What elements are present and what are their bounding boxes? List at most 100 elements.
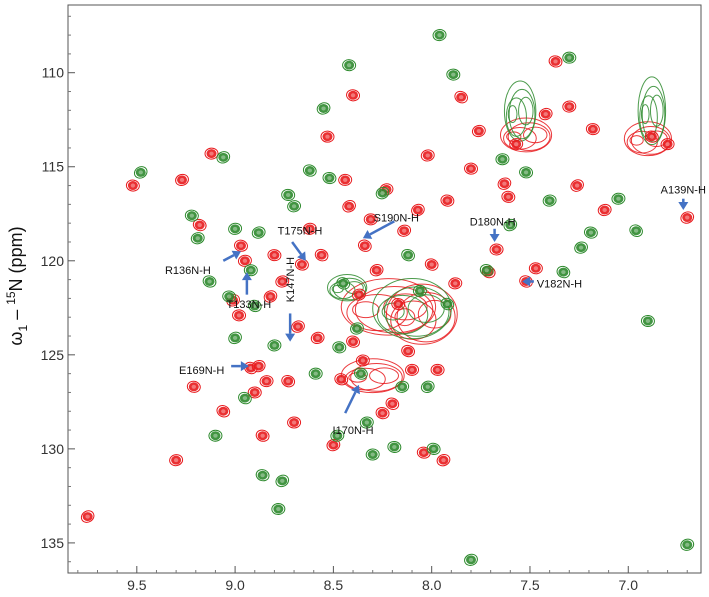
peak-contour — [519, 166, 534, 179]
peak-highlight — [399, 384, 405, 389]
peak-core — [230, 333, 241, 343]
peak-core — [239, 393, 250, 403]
peak-contour — [359, 416, 374, 429]
y-axis-label: ω1 – 15N (ppm) — [4, 226, 30, 345]
peak-point — [585, 123, 600, 136]
peak-highlight — [567, 104, 572, 109]
peak-contour — [133, 166, 148, 179]
peak-highlight — [360, 358, 366, 363]
arrow-shaft — [222, 254, 235, 262]
peak-highlight — [405, 349, 411, 354]
peak-contour — [247, 299, 262, 313]
contour-region — [503, 80, 537, 142]
peak-point — [346, 89, 361, 102]
axis-layer: 9.5 9.0 8.5 8.0 7.5 7.0 110 115 120 125 130 135 — [41, 15, 688, 593]
peak-highlight — [649, 134, 655, 139]
peak-contour — [263, 290, 278, 303]
peak-point — [375, 186, 390, 200]
peak-highlight — [396, 302, 401, 307]
peak-point — [365, 448, 380, 461]
peak-core — [576, 243, 587, 253]
peak-point — [420, 149, 435, 162]
peak-highlight — [299, 262, 305, 267]
peak-highlight — [331, 443, 336, 448]
peak-point — [259, 375, 274, 388]
peak-core — [407, 365, 418, 375]
peak-contour — [420, 149, 435, 162]
peak-point — [411, 203, 425, 217]
peak-contour — [314, 248, 329, 262]
peak-point — [228, 331, 242, 345]
peak-contour — [259, 375, 274, 388]
annotation-arrow — [489, 228, 500, 242]
peak-highlight — [458, 95, 464, 100]
peak-core — [257, 470, 268, 480]
peak-point — [287, 200, 302, 213]
peak-point — [228, 222, 243, 235]
peak-contour — [585, 123, 600, 136]
peak-core — [316, 250, 327, 260]
peak-highlight — [405, 253, 411, 258]
peak-contour — [190, 232, 205, 245]
peak-point — [440, 194, 455, 207]
contour-ring — [640, 104, 650, 125]
peak-core — [253, 361, 264, 371]
peak-contour — [204, 147, 219, 160]
peak-contour — [420, 380, 435, 393]
peak-point — [338, 173, 353, 186]
peak-point — [133, 166, 148, 179]
annotation-label: S190N-H — [374, 213, 419, 225]
peak-highlight — [272, 253, 277, 258]
peak-core — [367, 450, 378, 460]
peak-highlight — [429, 262, 434, 267]
peak-point — [436, 454, 451, 467]
peak-point — [391, 298, 406, 311]
contour-ring — [507, 105, 518, 124]
annotation-label-rotated: K147N-H — [285, 257, 297, 302]
peak-core — [530, 263, 541, 273]
peak-highlight — [602, 208, 607, 213]
peak-contour — [503, 218, 518, 232]
contour-ring — [637, 76, 667, 146]
peak-highlight — [445, 302, 450, 307]
peak-contour — [320, 130, 335, 143]
peak-contour — [440, 194, 455, 207]
peak-contour — [251, 359, 266, 373]
peak-contour — [644, 130, 659, 143]
peak-highlight — [364, 420, 370, 425]
peak-contour — [426, 442, 441, 455]
peak-highlight — [238, 243, 244, 248]
peak-core — [82, 512, 93, 522]
peak-point — [308, 367, 323, 380]
peak-contour — [251, 226, 266, 239]
peak-highlight — [325, 134, 330, 139]
peak-contour — [401, 344, 415, 358]
peak-point — [216, 405, 231, 418]
peak-highlight — [392, 444, 397, 449]
peak-point — [204, 147, 219, 160]
peak-highlight — [421, 450, 427, 455]
peak-point — [426, 442, 441, 455]
peak-contour — [271, 503, 286, 516]
peak-highlight — [425, 153, 430, 158]
peak-highlight — [543, 112, 548, 117]
peak-point — [281, 375, 296, 388]
peak-core — [412, 205, 423, 215]
peak-point — [440, 297, 455, 311]
peak-highlight — [315, 335, 320, 340]
peak-core — [171, 455, 182, 465]
peak-highlight — [502, 181, 507, 186]
peak-point — [271, 503, 286, 516]
peak-point — [464, 553, 478, 566]
peak-contour — [405, 363, 420, 376]
x-tick-label: 7.0 — [619, 577, 639, 593]
peak-point — [267, 339, 282, 352]
peak-point — [169, 454, 184, 467]
peak-contour — [255, 429, 270, 442]
peak-core — [186, 211, 197, 221]
peak-core — [344, 60, 355, 70]
x-tick-label: 7.5 — [520, 577, 540, 593]
peak-point — [351, 288, 366, 301]
peak-point — [375, 407, 390, 420]
ylabel-sup: 15 — [4, 291, 18, 305]
